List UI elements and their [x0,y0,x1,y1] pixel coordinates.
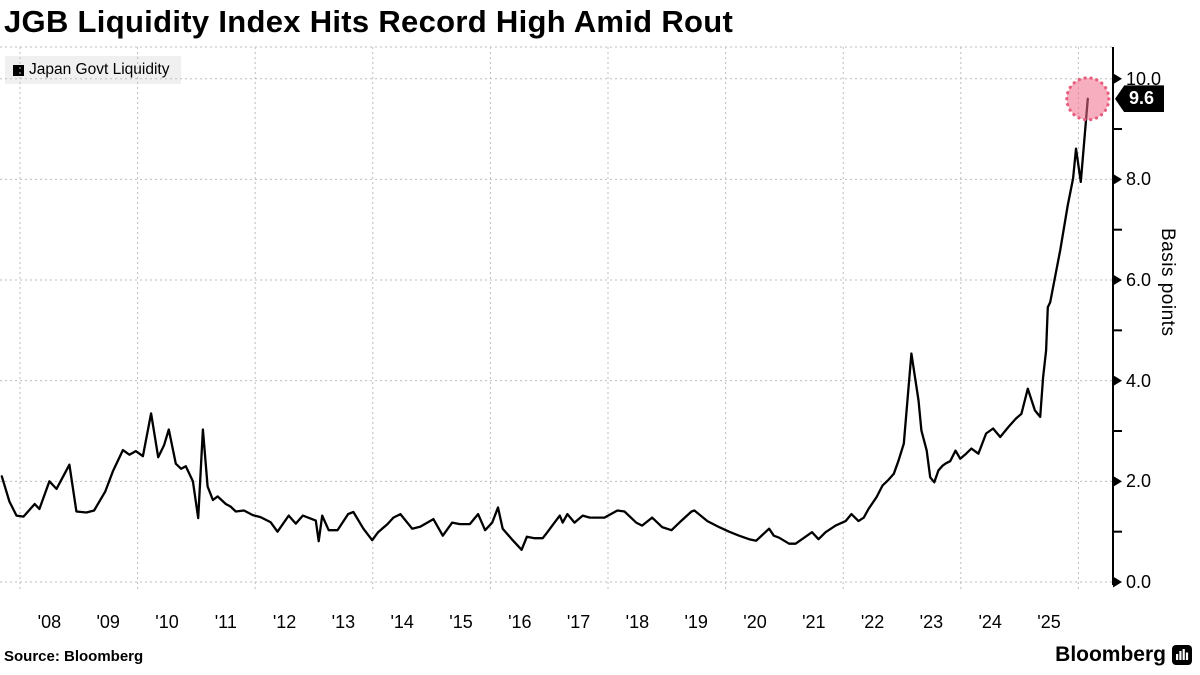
y-axis-unit-label: Basis points [1157,228,1178,337]
x-tick-label: '19 [684,612,708,632]
x-tick-label: '18 [625,612,650,632]
legend: Japan Govt Liquidity [5,56,182,84]
y-tick-label: 8.0 [1126,169,1152,190]
x-tick-label: '21 [802,612,826,632]
bloomberg-wordmark: Bloomberg [1055,643,1166,666]
x-tick-label: '10 [155,612,179,632]
y-tick-label: 4.0 [1126,370,1152,391]
x-tick-label: '11 [214,612,237,632]
x-tick-label: '22 [860,612,885,632]
x-tick-label: '09 [96,612,120,632]
chart-title: JGB Liquidity Index Hits Record High Ami… [4,4,734,39]
x-tick-label: '14 [390,612,414,632]
x-tick-label: '12 [272,612,297,632]
x-tick-label: '13 [331,612,356,632]
x-tick-label: '24 [978,612,1002,632]
bloomberg-chart-icon [1172,645,1192,665]
x-tick-label: '25 [1037,612,1061,632]
x-tick-label: '23 [919,612,944,632]
x-tick-label: '17 [566,612,591,632]
y-tick-label: 10.0 [1126,68,1162,89]
bloomberg-logo: Bloomberg [1055,643,1192,667]
last-value-tag: 9.6 [1115,85,1165,113]
x-tick-label: '15 [449,612,473,632]
y-tick-label: 2.0 [1126,471,1152,492]
x-tick-label: '20 [743,612,767,632]
y-tick-label: 6.0 [1126,270,1152,291]
y-tick-label: 0.0 [1126,572,1152,592]
last-value-text: 9.6 [1129,88,1155,109]
source-note: Source: Bloomberg [4,648,144,665]
x-tick-label: '16 [508,612,532,632]
legend-swatch-icon [13,64,24,76]
x-tick-label: '08 [37,612,62,632]
legend-label: Japan Govt Liquidity [29,61,170,78]
